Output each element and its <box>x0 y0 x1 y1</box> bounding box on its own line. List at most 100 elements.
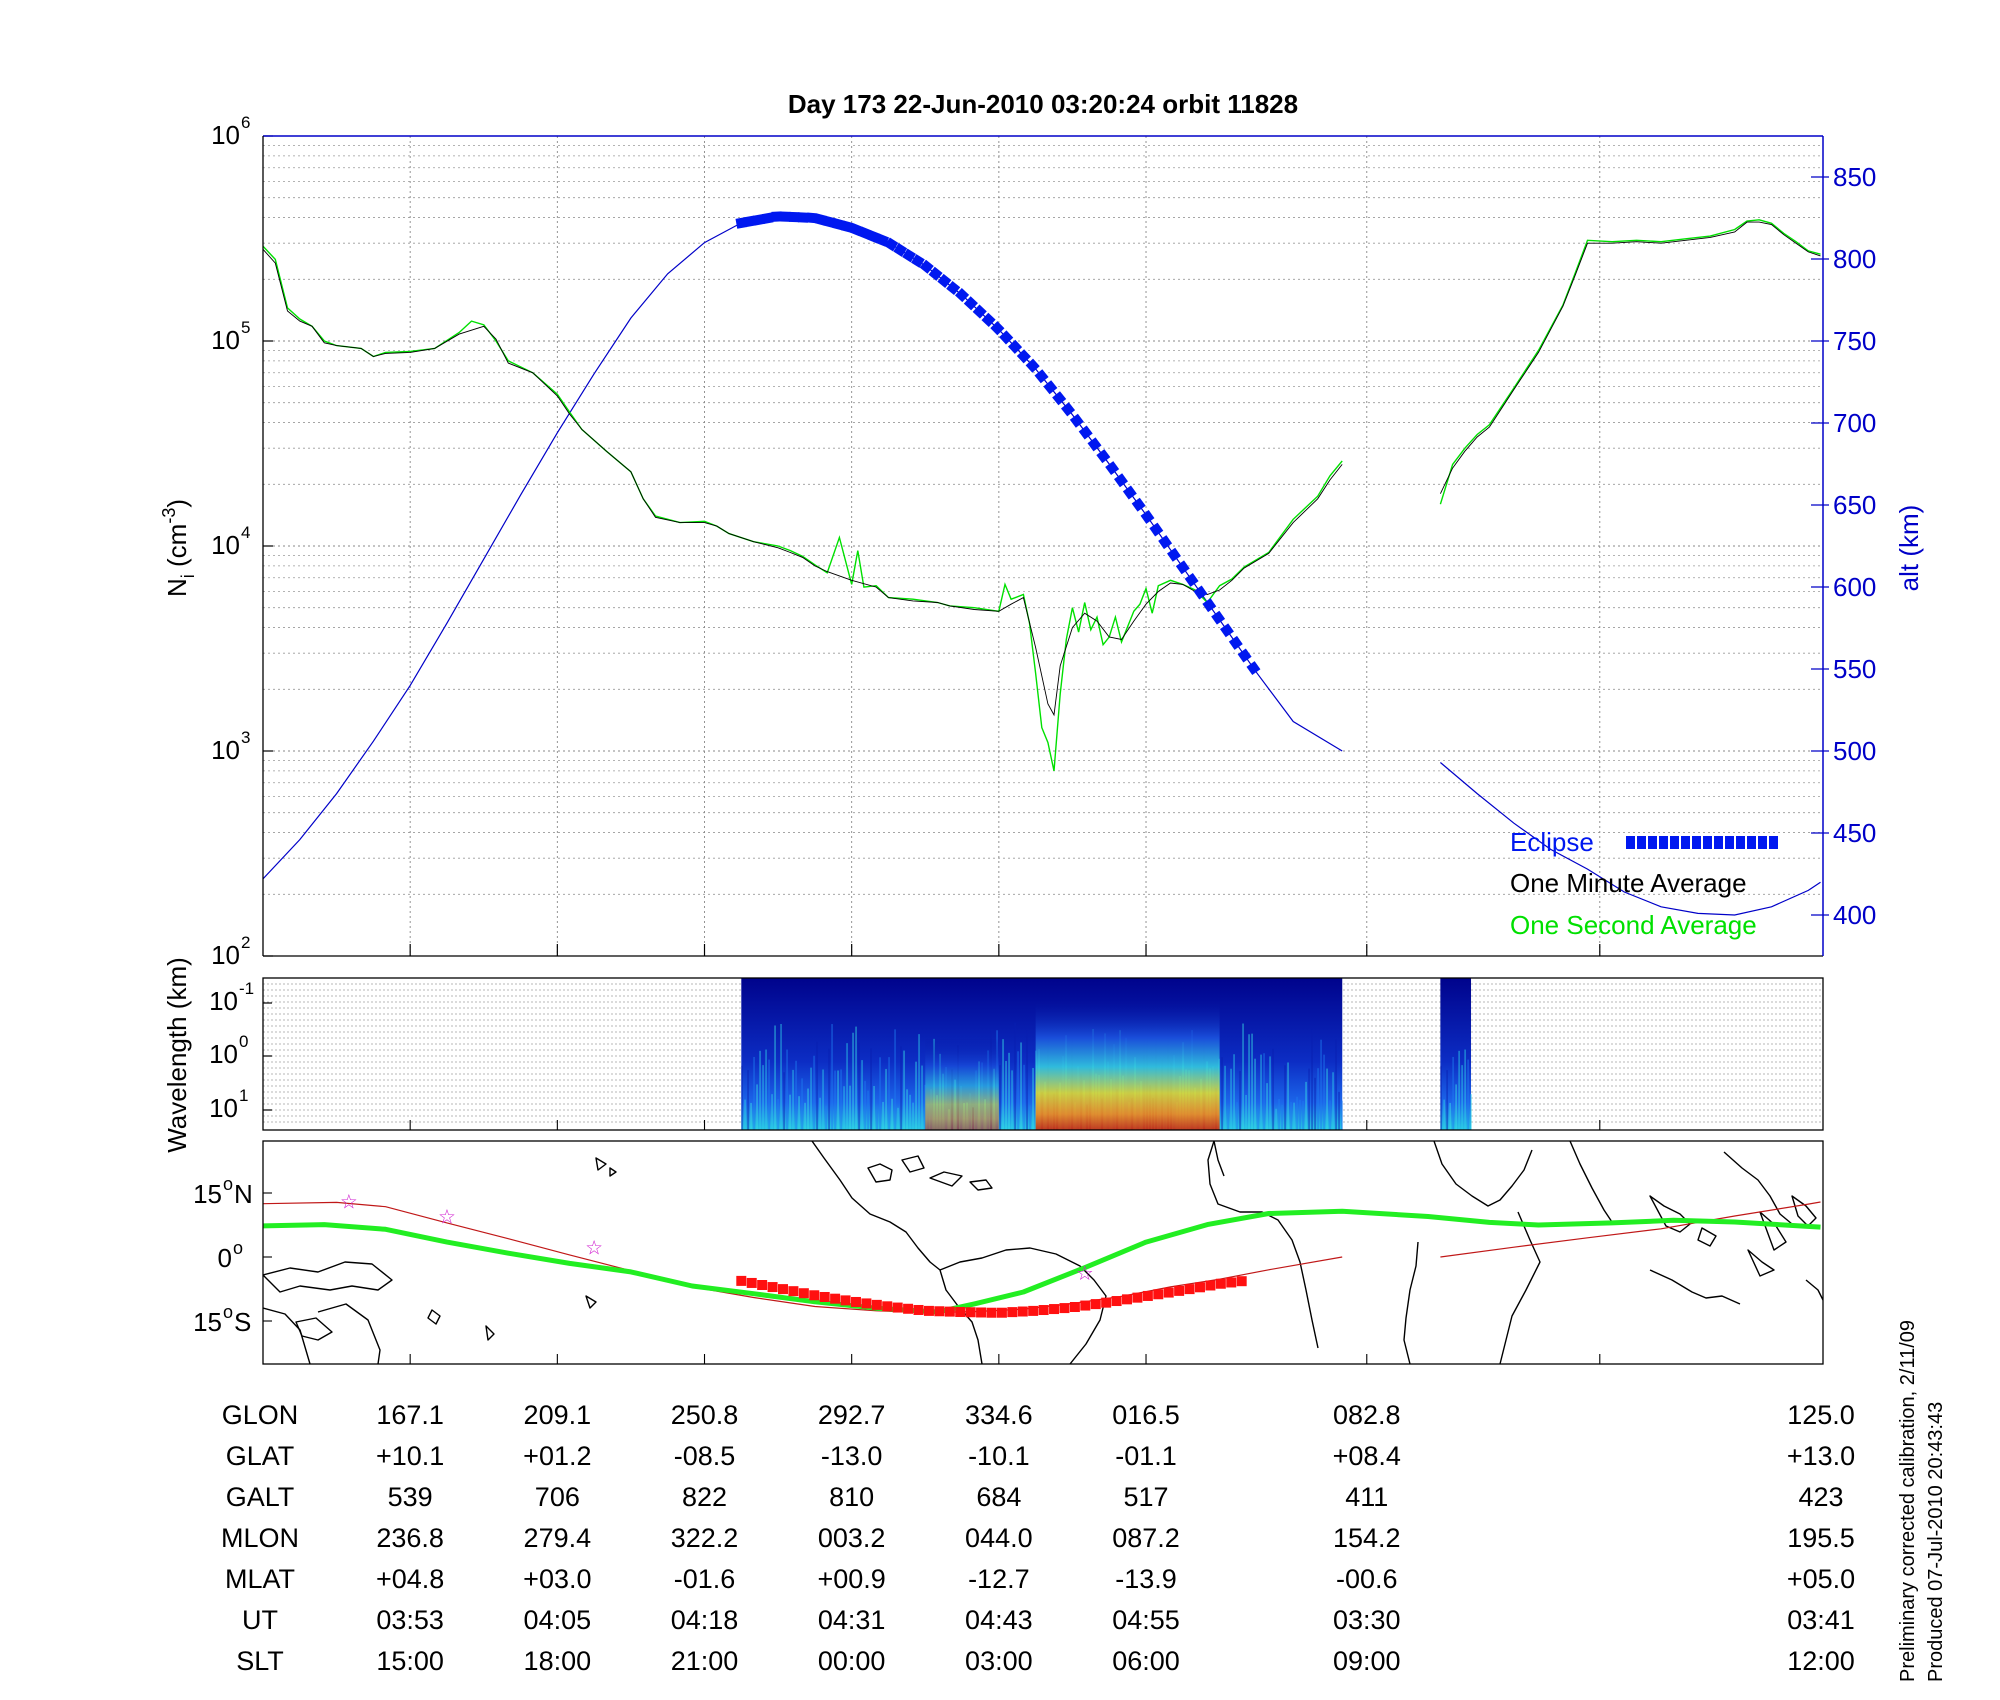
y-axis-label-density: Ni (cm-3) <box>159 499 198 597</box>
spectrogram-striation <box>789 1094 791 1130</box>
spectrogram-striation <box>1251 1033 1253 1130</box>
table-cell: 539 <box>388 1482 433 1512</box>
svg-text:10: 10 <box>211 735 240 765</box>
eclipse-track-marker <box>1163 1287 1174 1298</box>
spectrogram-striation <box>780 1023 782 1130</box>
spectrogram-striation <box>774 1025 776 1130</box>
spectrogram-striation <box>906 1089 908 1130</box>
table-cell: 236.8 <box>376 1523 444 1553</box>
eclipse-track-marker <box>892 1302 903 1313</box>
eclipse-marker <box>1211 610 1226 625</box>
spectrogram-striation <box>777 1099 779 1130</box>
eclipse-marker <box>893 243 908 257</box>
svg-text:N: N <box>234 1179 253 1209</box>
spectrogram-striation <box>1011 1070 1013 1130</box>
eclipse-marker <box>814 213 827 226</box>
spectrogram-striation <box>999 1065 1001 1130</box>
spectrogram-striation <box>915 1061 917 1130</box>
spectrogram-striation <box>1269 1056 1271 1130</box>
spectrogram-striation <box>765 1049 767 1130</box>
footnote-produced: Produced 07-Jul-2010 20:43:43 <box>1925 1402 1947 1682</box>
spectrogram-striation <box>843 1086 845 1130</box>
eclipse-track-marker <box>1174 1285 1185 1296</box>
eclipse-track-marker <box>1090 1299 1101 1310</box>
ion-density-panel: 10 2 10 3 10 4 10 5 10 6 Ni (cm-3) 40045… <box>159 113 1924 970</box>
eclipse-track-marker <box>1132 1292 1143 1303</box>
table-row-label-glon: GLON <box>222 1400 299 1430</box>
svg-text:2: 2 <box>241 933 250 952</box>
spectrogram-striation <box>816 1041 818 1130</box>
eclipse-track-marker <box>830 1293 841 1304</box>
spectrogram-striation <box>1020 1042 1022 1130</box>
spectrogram-striation <box>1341 1100 1343 1130</box>
spectrogram-striation <box>1008 1052 1010 1130</box>
spectrogram-striation <box>1245 1094 1247 1130</box>
spectrogram-striation <box>810 1067 812 1130</box>
eclipse-track-marker <box>1236 1276 1247 1287</box>
svg-text:10: 10 <box>209 1039 238 1069</box>
legend-one-minute-label: One Minute Average <box>1510 868 1747 898</box>
eclipse-marker <box>928 266 943 281</box>
eclipse-marker <box>1060 402 1076 417</box>
table-cell: +13.0 <box>1787 1441 1855 1471</box>
map-y-tick-label-15N: 15 o N <box>193 1174 253 1209</box>
eclipse-marker <box>744 215 756 228</box>
spectrogram-striation <box>1014 1022 1016 1130</box>
spectrogram-striation <box>1260 1054 1262 1130</box>
table-row-label-glat: GLAT <box>226 1441 295 1471</box>
eclipse-marker <box>735 217 748 229</box>
eclipse-track-marker <box>798 1288 809 1299</box>
spectrogram-striation <box>786 1049 788 1130</box>
eclipse-marker <box>911 254 925 268</box>
eclipse-track-marker <box>1080 1300 1091 1311</box>
eclipse-marker <box>1219 623 1234 638</box>
eclipse-track-marker <box>850 1296 861 1307</box>
spectrogram-striation <box>1296 1096 1298 1130</box>
eclipse-track-marker <box>944 1306 955 1317</box>
spectrogram-striation <box>753 1056 755 1130</box>
spectrogram-striation <box>1029 1105 1031 1130</box>
eclipse-marker <box>841 220 854 233</box>
eclipse-marker <box>1052 391 1067 406</box>
spectrogram-striation <box>801 1078 803 1130</box>
map-y-tick-label-0: 0 o <box>218 1238 243 1273</box>
eclipse-marker <box>1228 635 1243 650</box>
orbit-track-line <box>263 1201 1821 1314</box>
one-second-segment <box>1439 219 1821 505</box>
table-cell: +05.0 <box>1787 1564 1855 1594</box>
spectrogram-enhanced-region <box>925 1038 999 1130</box>
spectrogram-striation <box>804 1102 806 1130</box>
legend-eclipse-square <box>1681 836 1690 849</box>
spectrogram-striation <box>855 1026 857 1130</box>
orbit-track-segment <box>263 1201 1343 1314</box>
eclipse-marker <box>963 296 978 311</box>
eclipse-track-marker <box>986 1307 997 1318</box>
table-cell: 016.5 <box>1112 1400 1180 1430</box>
eclipse-marker <box>823 215 836 229</box>
altitude-tick-label: 750 <box>1833 326 1876 356</box>
spectrogram-striation <box>813 1055 815 1130</box>
legend-one-second-label: One Second Average <box>1510 910 1757 940</box>
table-cell: 209.1 <box>524 1400 592 1430</box>
spectrogram-striation <box>864 1080 866 1130</box>
svg-text:15: 15 <box>193 1179 222 1209</box>
spectrogram-striation <box>1242 1023 1244 1130</box>
table-cell: 411 <box>1345 1482 1388 1512</box>
table-cell: -10.1 <box>968 1441 1030 1471</box>
svg-text:10: 10 <box>211 120 240 150</box>
eclipse-track-marker <box>788 1286 799 1297</box>
y-tick-label-1e3: 10 3 <box>211 728 250 765</box>
table-row-label-mlat: MLAT <box>225 1564 295 1594</box>
spectrogram-striation <box>747 1070 749 1130</box>
svg-text:6: 6 <box>241 113 250 132</box>
table-cell: 423 <box>1798 1482 1843 1512</box>
spectrogram-striation <box>1323 1054 1325 1130</box>
table-cell: 279.4 <box>524 1523 592 1553</box>
table-cell: 517 <box>1123 1482 1168 1512</box>
eclipse-marker <box>771 211 782 222</box>
spectrogram-striation <box>1326 1068 1328 1130</box>
table-cell: 12:00 <box>1787 1646 1855 1676</box>
eclipse-marker <box>761 212 774 224</box>
eclipse-marker <box>1158 535 1173 550</box>
eclipse-track-marker <box>861 1298 872 1309</box>
